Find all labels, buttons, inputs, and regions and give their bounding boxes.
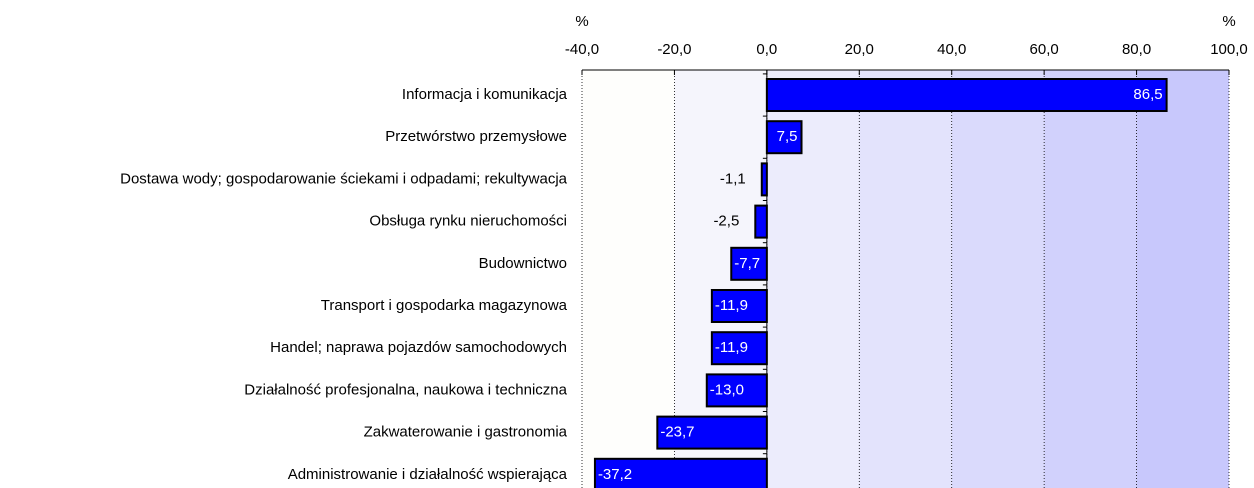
bar	[765, 120, 803, 155]
value-label: -23,7	[660, 424, 694, 441]
bar	[593, 457, 768, 488]
value-label: -1,1	[720, 170, 746, 187]
axis-unit: %	[575, 13, 588, 30]
category-label: Działalność profesjonalna, naukowa i tec…	[244, 381, 567, 398]
plot-background	[582, 70, 1229, 488]
value-label: -13,0	[710, 381, 744, 398]
value-label: -7,7	[734, 255, 760, 272]
category-label: Przetwórstwo przemysłowe	[385, 128, 567, 145]
value-label: -2,5	[713, 213, 739, 230]
category-label: Transport i gospodarka magazynowa	[321, 297, 568, 314]
x-tick-label: 60,0	[1030, 41, 1059, 58]
value-label: -37,2	[598, 466, 632, 483]
bar	[754, 204, 768, 239]
bar	[656, 415, 768, 450]
category-label: Zakwaterowanie i gastronomia	[364, 424, 568, 441]
bar	[710, 331, 768, 366]
band	[951, 70, 1045, 488]
category-label: Dostawa wody; gospodarowanie ściekami i …	[120, 170, 568, 187]
x-tick-label: 40,0	[937, 41, 966, 58]
category-label: Obsługa rynku nieruchomości	[369, 213, 567, 230]
category-label: Administrowanie i działalność wspierając…	[288, 466, 568, 483]
axis-unit: %	[1222, 13, 1235, 30]
value-label: -11,9	[715, 297, 748, 314]
band	[1136, 70, 1229, 488]
bar	[705, 373, 768, 408]
bar	[765, 78, 1168, 112]
x-tick-label: -20,0	[657, 41, 691, 58]
band	[859, 70, 952, 488]
category-label: Handel; naprawa pojazdów samochodowych	[270, 339, 567, 356]
value-label: -11,9	[715, 339, 748, 356]
x-tick-label: 80,0	[1122, 41, 1151, 58]
x-tick-label: 20,0	[845, 41, 874, 58]
x-tick-label: -40,0	[565, 41, 599, 58]
value-label: 86,5	[1133, 86, 1162, 103]
band	[1044, 70, 1137, 488]
x-tick-label: 100,0	[1210, 41, 1248, 58]
x-tick-label: 0,0	[756, 41, 777, 58]
category-label: Informacja i komunikacja	[402, 86, 568, 103]
category-label: Budownictwo	[479, 255, 567, 272]
value-label: 7,5	[777, 128, 798, 145]
bar	[760, 162, 768, 197]
